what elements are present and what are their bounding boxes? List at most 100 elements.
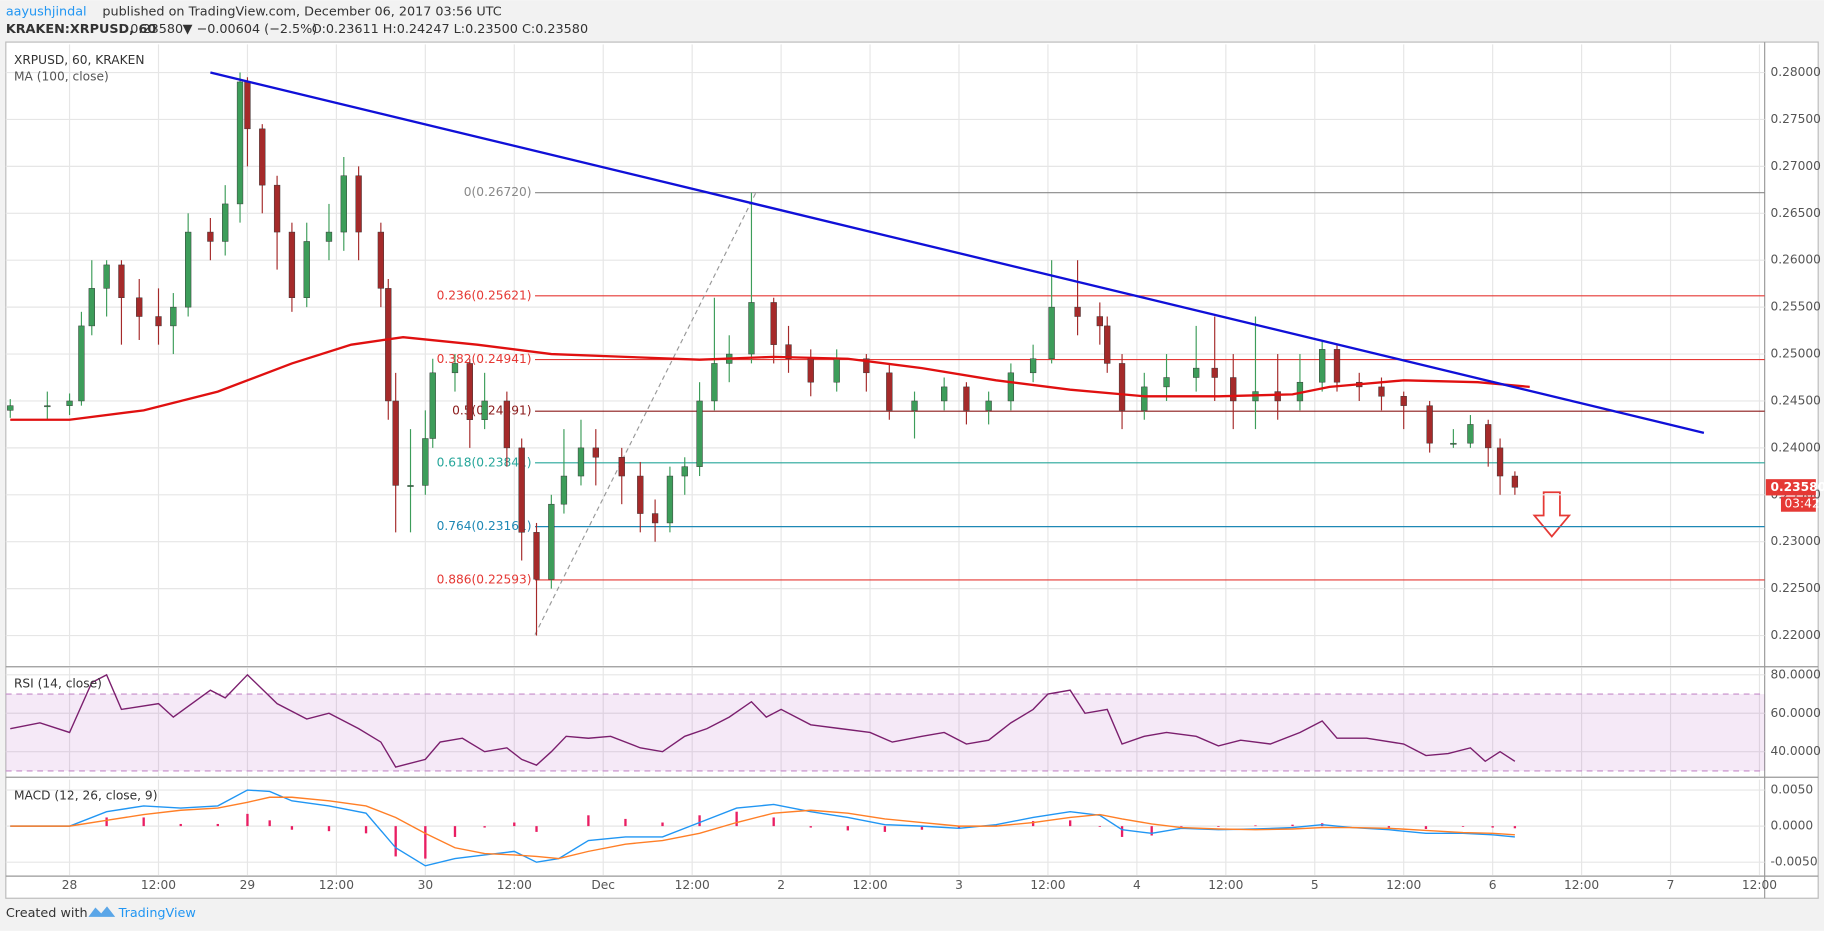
candle-body: [985, 400, 992, 411]
x-tick-label: 12:00: [675, 878, 710, 892]
footer-brand[interactable]: TradingView: [118, 906, 196, 921]
candle-body: [533, 532, 540, 580]
candle-body: [1426, 405, 1433, 444]
candle-body: [592, 447, 599, 458]
x-tick-label: 29: [240, 878, 256, 892]
fib-label: 0.236(0.25621): [437, 288, 532, 302]
candle-body: [273, 184, 281, 233]
candle-body: [355, 175, 362, 233]
histogram-bar: [535, 826, 538, 832]
candle-body: [481, 400, 488, 420]
histogram-bar: [661, 822, 664, 827]
candle-body: [548, 503, 555, 580]
candle-body: [1007, 372, 1015, 402]
histogram-bar: [957, 826, 961, 829]
y-tick-label: 80.0000: [1770, 667, 1820, 681]
histogram-bar: [1491, 826, 1494, 828]
x-tick-label: Dec: [591, 878, 615, 892]
candle-body: [1163, 377, 1170, 388]
y-tick-label: 0.26500: [1770, 206, 1820, 220]
candle-body: [1511, 475, 1519, 488]
price-marker-label: 0.23580: [1770, 480, 1824, 494]
y-tick-label: 0.24000: [1770, 440, 1820, 454]
candle-body: [785, 344, 792, 359]
histogram-bar: [105, 817, 108, 827]
histogram-bar: [1291, 824, 1294, 827]
histogram-bar: [735, 811, 738, 827]
candle-body: [1141, 386, 1148, 411]
panel-title: RSI (14, close): [14, 677, 102, 691]
x-tick-label: 12:00: [1564, 878, 1599, 892]
histogram-bar: [453, 826, 457, 837]
candle-body: [833, 358, 840, 383]
candle-body: [78, 325, 85, 402]
candle-body: [911, 400, 918, 411]
y-tick-label: 0.0000: [1770, 819, 1813, 833]
candle-body: [429, 372, 436, 439]
candle-body: [1400, 396, 1407, 406]
histogram-bar: [1031, 821, 1035, 827]
candle-body: [236, 81, 244, 205]
candle-body: [1029, 358, 1037, 374]
candle-body: [288, 231, 296, 298]
histogram-bar: [772, 817, 775, 827]
candle-body: [681, 466, 688, 477]
candle-body: [1104, 325, 1111, 364]
candle-body: [66, 400, 73, 406]
y-tick-label: 0.24500: [1770, 393, 1820, 407]
candle-body: [807, 358, 814, 383]
candle-body: [886, 372, 893, 411]
x-tick-label: 12:00: [1742, 878, 1777, 892]
indicator-line: [10, 673, 1516, 768]
logo[interactable]: [88, 906, 116, 917]
panel-title: MACD (12, 26, close, 9): [14, 788, 158, 802]
symbol: KRAKEN:XRPUSD, 60: [6, 22, 157, 37]
candle-body: [7, 405, 14, 411]
candle-body: [44, 405, 51, 408]
candle-body: [88, 288, 95, 327]
fib-label: 0(0.26720): [464, 185, 532, 199]
author[interactable]: aayushjindal: [6, 4, 87, 19]
chart-frame: [5, 41, 1819, 899]
indicator-legend: MA (100, close): [14, 69, 109, 83]
x-tick-label: 2: [777, 878, 785, 892]
candle-body: [222, 203, 229, 242]
histogram-bar: [142, 817, 145, 827]
fib-label: 0.5(0.24391): [452, 404, 531, 418]
trendline: [210, 71, 1705, 435]
candle-body: [941, 386, 948, 402]
histogram-bar: [513, 822, 516, 827]
histogram-bar: [809, 826, 812, 828]
fib-trend: [534, 192, 757, 635]
x-tick-label: 12:00: [852, 878, 887, 892]
candle-body: [1274, 391, 1281, 402]
histogram-bar: [1387, 826, 1391, 828]
x-tick-label: 5: [1311, 878, 1319, 892]
candle-body: [1230, 377, 1237, 402]
candle-body: [666, 475, 674, 524]
y-tick-label: -0.0050: [1770, 855, 1817, 869]
histogram-bar: [327, 826, 331, 832]
x-tick-label: 12:00: [1208, 878, 1243, 892]
candle-body: [518, 447, 525, 533]
histogram-bar: [1150, 826, 1153, 836]
histogram-bar: [179, 823, 182, 827]
y-tick-label: 0.0050: [1770, 783, 1813, 797]
candle-body: [1048, 306, 1055, 359]
x-tick-label: 3: [955, 878, 963, 892]
histogram-bar: [994, 824, 998, 827]
candle-body: [325, 231, 333, 242]
x-tick-label: 12:00: [319, 878, 354, 892]
candle-body: [1193, 367, 1200, 378]
price-marker: [1765, 479, 1816, 496]
candle-body: [155, 316, 162, 327]
y-tick-label: 0.27000: [1770, 159, 1820, 173]
histogram-bar: [364, 826, 368, 834]
histogram-bar: [1424, 826, 1428, 830]
y-tick-label: 0.23000: [1770, 534, 1820, 548]
candle-body: [618, 457, 625, 477]
countdown-box: [1780, 496, 1816, 512]
fib-label: 0.382(0.24941): [437, 352, 532, 366]
